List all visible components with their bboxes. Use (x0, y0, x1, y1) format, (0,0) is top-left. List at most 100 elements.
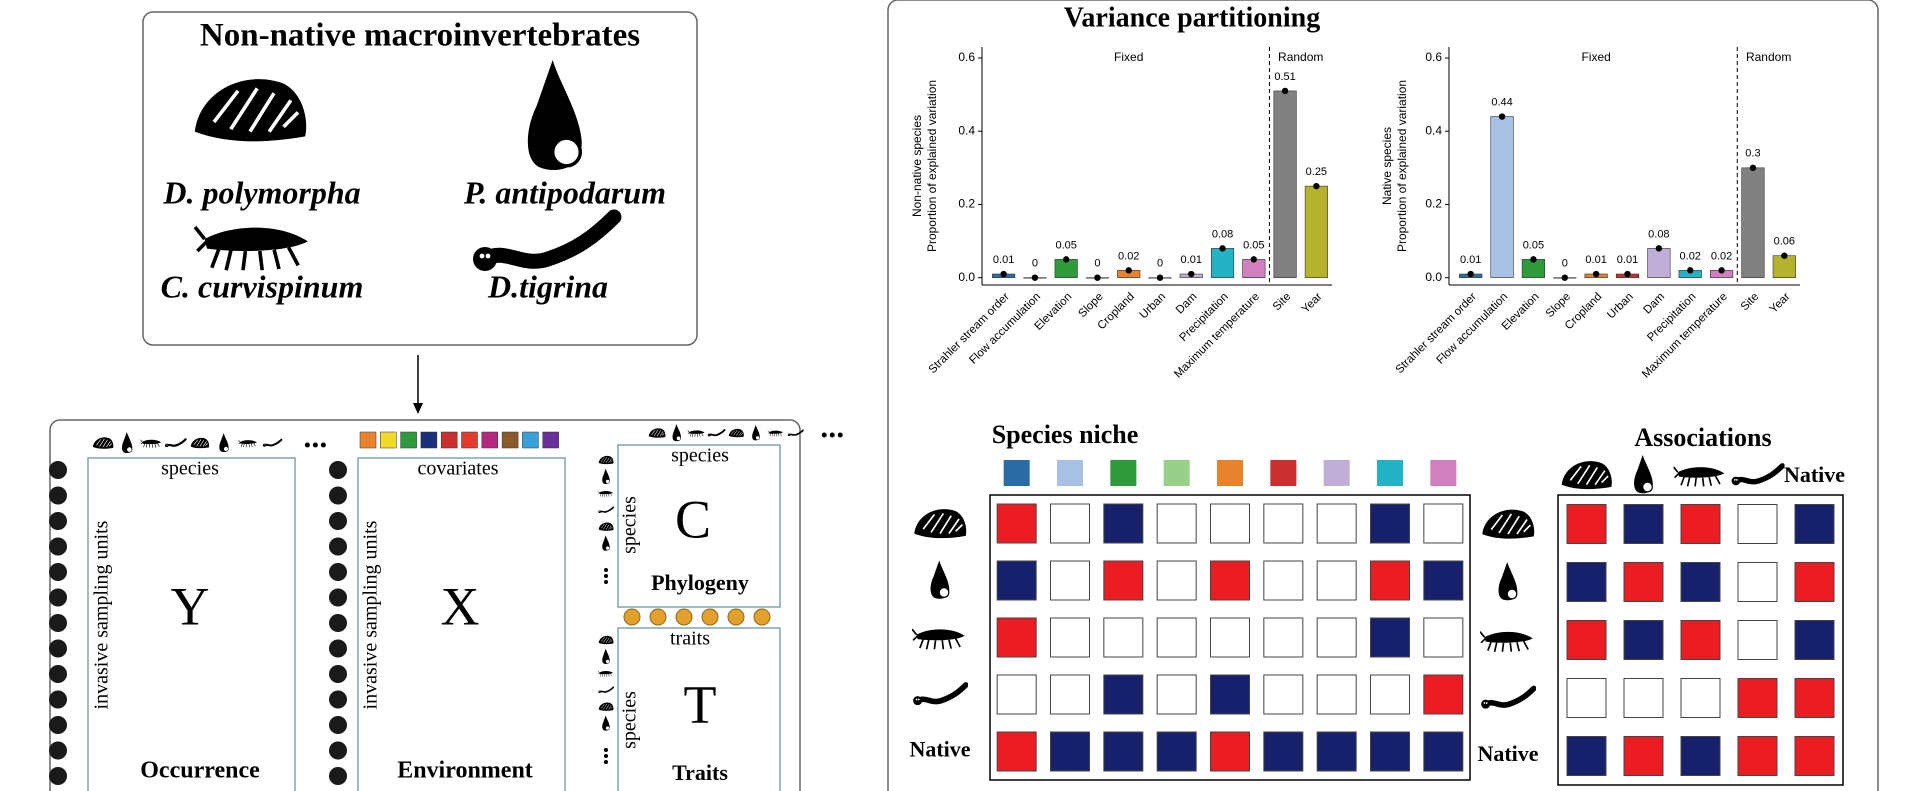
snail-icon (219, 433, 229, 453)
value-label: 0.01 (1585, 254, 1606, 266)
grid-cell (1263, 617, 1304, 658)
matrix-name: Environment (397, 758, 533, 784)
grid-cell (1737, 736, 1778, 776)
grid-cell (1566, 504, 1607, 544)
value-label: 0.08 (1648, 228, 1669, 240)
grid-cell (1423, 674, 1464, 715)
mussel-icon (1481, 508, 1536, 540)
grid-cell (996, 731, 1037, 772)
grid-cell (1103, 503, 1144, 544)
value-label: 0.01 (1460, 254, 1481, 266)
value-label: 0.06 (1774, 236, 1795, 248)
sampling-dot (49, 690, 67, 709)
sampling-dot (329, 563, 347, 581)
more-dot (604, 568, 608, 572)
grid-cell (1623, 678, 1664, 718)
bar (1490, 116, 1514, 278)
x-tick-label: Dam (1641, 291, 1667, 317)
more-dot (604, 574, 608, 578)
grid-cell (1316, 503, 1357, 544)
bar-point (1530, 256, 1537, 263)
grid-cell (1566, 620, 1607, 660)
covariate-swatch (1110, 460, 1137, 486)
value-label: 0.01 (993, 254, 1014, 266)
grid-cell (1103, 731, 1144, 772)
trait-dot (623, 608, 641, 626)
sampling-dot (49, 741, 67, 760)
snail-icon (751, 424, 761, 441)
snail-icon (1497, 562, 1518, 601)
grid-cell (1210, 560, 1250, 601)
value-label: 0.3 (1745, 148, 1760, 160)
bar-point (1313, 182, 1320, 190)
trait-dot (701, 608, 719, 626)
more-dot (837, 432, 843, 438)
grid-cell (996, 503, 1037, 544)
sampling-dot (49, 563, 67, 581)
panel-title: Non-native macroinvertebrates (200, 18, 640, 54)
worm-icon (598, 686, 614, 694)
matrix-symbol: C (675, 489, 711, 549)
grid-cell (1103, 674, 1144, 715)
column-label: Native (1784, 462, 1845, 487)
species-name: P. antipodarum (463, 174, 666, 210)
worm-icon (598, 506, 614, 514)
more-dot (304, 442, 310, 448)
snail-icon (601, 648, 610, 665)
matrix-name: Occurrence (140, 758, 260, 784)
amphipod-icon (598, 490, 614, 497)
covariate-swatch (1270, 460, 1297, 486)
amphipod-icon (598, 670, 614, 677)
snail-icon (601, 535, 610, 551)
snail-icon (929, 560, 950, 600)
sampling-dot (49, 537, 67, 556)
y-tick-label: 0.2 (1425, 197, 1442, 211)
value-label: 0.05 (1523, 239, 1544, 251)
sampling-dot (49, 512, 67, 530)
matrix-top: traits (670, 628, 710, 650)
bar-point (1781, 252, 1788, 259)
x-tick-label: Site (1271, 291, 1294, 314)
matrix-top: species (671, 445, 729, 467)
value-label: 0 (1032, 258, 1038, 270)
bar-point (1031, 274, 1039, 281)
grid-cell (1794, 504, 1835, 544)
snail-icon (1633, 455, 1654, 494)
amphipod-icon (687, 430, 705, 438)
worm-icon (1732, 466, 1783, 485)
sampling-dot (49, 639, 67, 658)
worm-icon (913, 685, 966, 705)
x-tick-label: Urban (1605, 291, 1636, 322)
species-name: D. polymorpha (162, 174, 360, 210)
sampling-dot (329, 690, 347, 709)
grid-cell (1623, 562, 1664, 602)
grid-cell (1370, 560, 1410, 601)
value-label: 0.02 (1118, 250, 1139, 262)
grid-cell (1680, 504, 1721, 544)
value-label: 0.02 (1711, 250, 1732, 262)
bar-point (1749, 164, 1757, 172)
bar-point (1498, 113, 1506, 120)
grid-cell (1370, 731, 1410, 772)
sampling-dot (329, 461, 347, 479)
covariate-swatch (400, 431, 417, 449)
snail-icon (601, 468, 610, 485)
grid-cell (1263, 674, 1304, 715)
covariate-swatch (1377, 460, 1403, 486)
covariate-swatch (380, 431, 397, 449)
value-label: 0.44 (1491, 96, 1512, 108)
trait-dot (675, 608, 693, 626)
covariate-swatch (481, 431, 499, 449)
bar-point (1467, 270, 1474, 278)
grid-cell (1156, 731, 1197, 772)
worm-icon (1481, 688, 1534, 708)
y-tick-label: 0.6 (1425, 50, 1442, 64)
snail-icon (601, 715, 610, 731)
covariate-swatch (1163, 460, 1190, 486)
grid-cell (1316, 617, 1357, 658)
bar-point (1062, 256, 1070, 263)
worm-icon (262, 438, 283, 448)
mussel-icon (1560, 460, 1613, 490)
bar (1210, 248, 1235, 278)
